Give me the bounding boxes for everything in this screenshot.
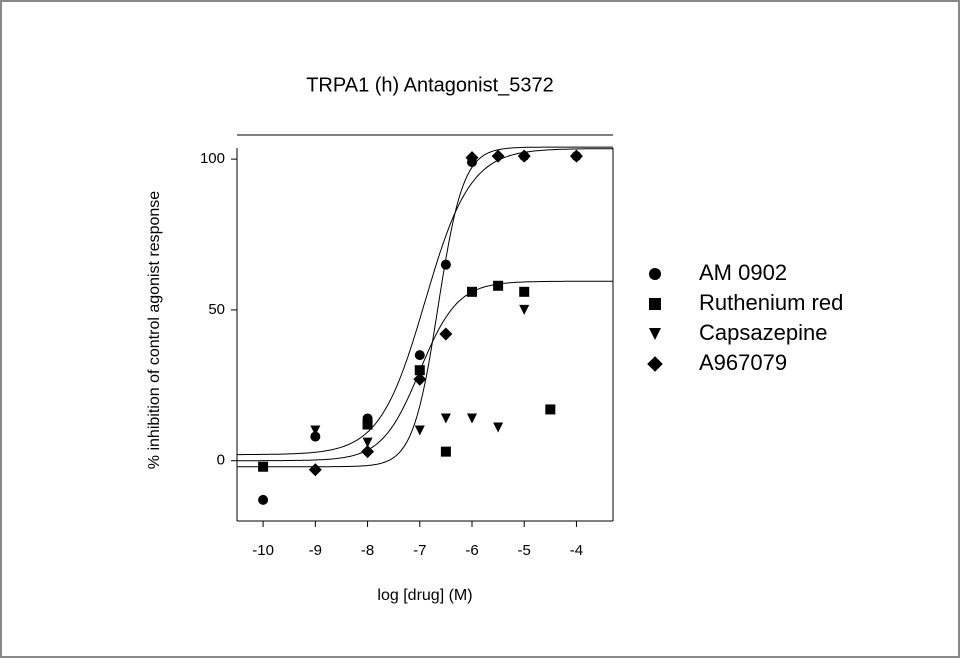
legend-marker: [649, 298, 661, 310]
point: [310, 431, 321, 442]
legend-marker: [649, 268, 661, 280]
fit-curve: [237, 146, 613, 468]
x-tick-label: -9: [309, 542, 322, 559]
point: [413, 372, 427, 386]
point: [517, 149, 531, 163]
point: [414, 350, 425, 361]
point: [308, 463, 322, 477]
x-tick-label: -8: [361, 542, 374, 559]
legend-marker: [647, 356, 663, 372]
point: [362, 437, 373, 448]
legend-label: Capsazepine: [699, 320, 827, 345]
point: [493, 422, 504, 433]
y-tick-label: 50: [208, 301, 225, 318]
point: [414, 365, 425, 376]
point: [569, 149, 583, 163]
point: [310, 425, 321, 436]
x-tick-label: -6: [465, 542, 478, 559]
point: [467, 413, 477, 424]
point: [362, 419, 373, 430]
y-axis-label: % inhibition of control agonist response: [146, 191, 163, 469]
x-tick-label: -10: [252, 542, 274, 559]
point: [361, 445, 375, 459]
point: [440, 259, 451, 270]
point: [519, 304, 530, 315]
x-tick-label: -4: [570, 542, 583, 559]
point: [439, 327, 453, 341]
y-tick-label: 100: [200, 150, 225, 167]
point: [519, 286, 530, 297]
point: [545, 404, 556, 415]
point: [467, 286, 477, 297]
fit-curve: [237, 148, 614, 456]
point: [440, 446, 451, 457]
point: [414, 425, 425, 436]
x-tick-label: -7: [413, 542, 426, 559]
fit-curve: [237, 280, 613, 462]
point: [258, 494, 269, 505]
chart-title: TRPA1 (h) Antagonist_5372: [306, 74, 554, 96]
legend-label: Ruthenium red: [699, 290, 843, 315]
point: [465, 151, 479, 165]
point: [491, 149, 505, 163]
legend-label: AM 0902: [699, 260, 787, 285]
x-axis-label: log [drug] (M): [377, 587, 472, 604]
point: [440, 413, 451, 424]
x-tick-label: -5: [518, 542, 531, 559]
legend-label: A967079: [699, 350, 787, 375]
y-tick-label: 0: [217, 452, 225, 469]
point: [493, 280, 504, 291]
legend-marker: [649, 328, 661, 340]
